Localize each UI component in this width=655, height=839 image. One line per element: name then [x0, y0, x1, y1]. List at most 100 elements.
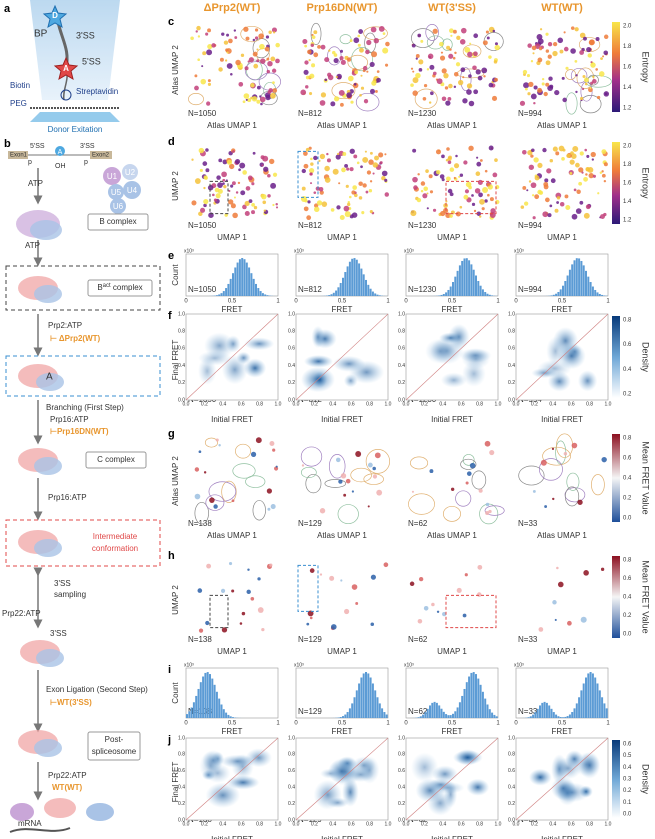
x-tick-label: 0.4	[219, 401, 226, 407]
cluster-outline	[300, 466, 317, 478]
x-axis-label: FRET	[332, 305, 353, 314]
x-tick-label: 0	[294, 721, 298, 727]
histogram-bar	[365, 672, 367, 718]
point	[221, 32, 225, 36]
colorbar-title: Density	[641, 764, 651, 795]
point	[571, 213, 578, 220]
point	[244, 200, 250, 207]
point	[575, 162, 580, 168]
density-blob	[456, 748, 479, 766]
density-blob	[440, 372, 467, 388]
point	[238, 81, 244, 87]
y-tick-label: 0.0	[288, 817, 295, 823]
point	[354, 70, 359, 75]
density-blob	[459, 348, 492, 363]
point	[339, 214, 345, 220]
point	[306, 215, 312, 221]
point	[345, 184, 349, 188]
point	[484, 169, 488, 173]
point	[423, 186, 429, 192]
point	[313, 52, 319, 58]
point	[360, 74, 363, 77]
x-tick-label: 0.5	[448, 299, 457, 305]
point	[464, 189, 470, 194]
y-tick-label: 0.8	[178, 329, 185, 335]
label: Donor Exitation	[48, 125, 103, 134]
point	[263, 209, 266, 212]
point	[440, 210, 446, 217]
point	[376, 77, 381, 83]
x-axis-label: Atlas UMAP 1	[537, 531, 587, 540]
point	[551, 447, 555, 451]
point	[441, 68, 447, 74]
point	[240, 190, 246, 196]
sample-size: N=1230	[408, 109, 437, 118]
point	[247, 98, 252, 103]
point	[570, 48, 576, 54]
point	[369, 210, 373, 214]
point	[384, 192, 390, 197]
label: WT(WT)	[52, 783, 83, 792]
point	[425, 169, 429, 173]
point	[234, 158, 241, 165]
histogram-bar	[385, 714, 388, 718]
histogram-bar	[229, 716, 232, 718]
y-tick-label: 0.6	[508, 768, 515, 774]
point	[243, 93, 250, 99]
y-tick-label: 0.8	[288, 329, 295, 335]
cluster-outline	[204, 437, 218, 448]
point	[207, 184, 214, 191]
dashed-box	[5, 265, 161, 311]
histogram-bar	[452, 713, 454, 718]
point	[432, 208, 437, 212]
y-tick-label: 1.0	[178, 735, 185, 741]
point	[251, 182, 255, 186]
point	[545, 49, 550, 53]
point	[448, 83, 453, 89]
label: PEG	[10, 99, 27, 108]
x-tick-label: 0.6	[348, 821, 355, 827]
point	[304, 199, 308, 203]
y-tick-label: 0.0	[398, 397, 405, 403]
point	[239, 162, 246, 169]
y-tick-label: 0.8	[288, 752, 295, 758]
point	[342, 152, 347, 156]
point	[476, 161, 482, 167]
point	[313, 30, 318, 35]
point	[482, 187, 489, 194]
histogram-bar	[591, 286, 594, 296]
point	[534, 175, 540, 181]
point	[326, 152, 329, 156]
histogram-bar	[374, 690, 377, 718]
point	[376, 489, 383, 496]
x-tick-label: 1.0	[605, 821, 612, 827]
point	[228, 561, 233, 566]
point	[304, 44, 308, 48]
histogram-bar	[332, 292, 335, 296]
highlight-box	[209, 594, 229, 629]
histogram-bar	[358, 263, 361, 296]
point	[440, 51, 444, 54]
density-blob	[220, 754, 255, 769]
point	[194, 178, 201, 184]
histogram-bar	[433, 701, 436, 718]
colorbar	[612, 22, 620, 112]
y-tick-label: 0.2	[178, 380, 185, 386]
point	[530, 60, 534, 63]
histogram-bar	[486, 704, 489, 718]
point	[345, 478, 351, 484]
point	[371, 80, 377, 86]
point	[301, 186, 306, 191]
point	[362, 183, 367, 188]
colorbar-title: Entropy	[641, 51, 651, 83]
point	[375, 90, 378, 93]
point	[494, 42, 498, 46]
donor-star	[42, 4, 68, 29]
point	[206, 49, 213, 56]
x-tick-label: 0.4	[329, 401, 336, 407]
x-tick-label: 1	[606, 299, 610, 305]
point	[554, 208, 559, 213]
sample-size: N=812	[298, 109, 322, 118]
point	[439, 174, 445, 179]
point	[603, 50, 609, 56]
